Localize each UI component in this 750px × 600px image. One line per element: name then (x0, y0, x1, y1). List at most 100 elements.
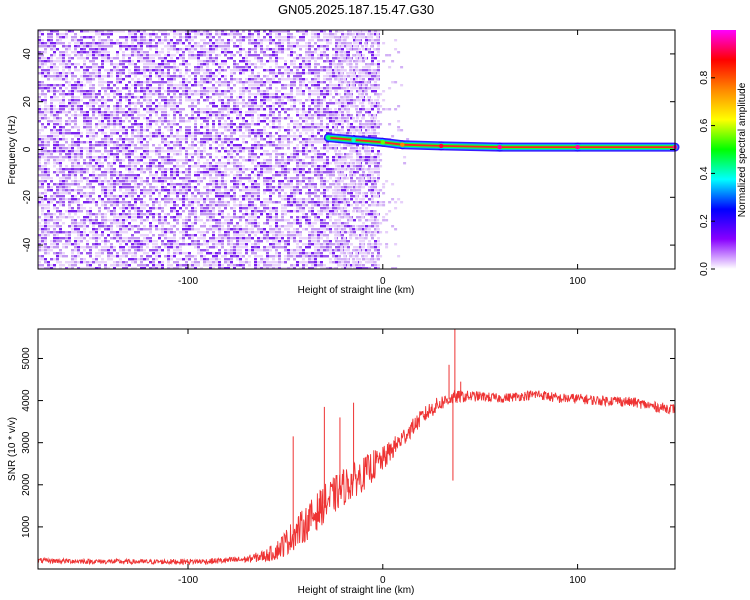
heatmap-cell (293, 63, 296, 66)
heatmap-cell (77, 102, 80, 105)
heatmap-cell (89, 87, 92, 90)
heatmap-cell (230, 261, 233, 264)
heatmap-cell (128, 210, 131, 213)
heatmap-cell (119, 126, 122, 129)
heatmap-cell (269, 42, 272, 45)
heatmap-cell (209, 75, 212, 78)
heatmap-cell (239, 144, 242, 147)
heatmap-cell (116, 117, 119, 120)
heatmap-cell (59, 168, 62, 171)
heatmap-cell (92, 90, 95, 93)
heatmap-cell (104, 156, 107, 159)
heatmap-cell (203, 201, 206, 204)
heatmap-cell (209, 33, 212, 36)
heatmap-cell (140, 246, 143, 249)
heatmap-cell (68, 99, 71, 102)
heatmap-cell (146, 234, 149, 237)
heatmap-cell (89, 102, 92, 105)
heatmap-cell (86, 225, 89, 228)
heatmap-cell (218, 222, 221, 225)
heatmap-cell (131, 195, 134, 198)
heatmap-cell (143, 36, 146, 39)
heatmap-cell (140, 135, 143, 138)
heatmap-cell (239, 204, 242, 207)
heatmap-cell (218, 81, 221, 84)
heatmap-cell (266, 39, 269, 42)
heatmap-cell (101, 141, 104, 144)
heatmap-cell (221, 51, 224, 54)
heatmap-cell (59, 138, 62, 141)
heatmap-cell (281, 144, 284, 147)
heatmap-cell (83, 201, 86, 204)
heatmap-cell (146, 216, 149, 219)
heatmap-cell (80, 231, 83, 234)
heatmap-cell (290, 195, 293, 198)
heatmap-cell (41, 84, 44, 87)
heatmap-cell (167, 39, 170, 42)
heatmap-cell (125, 114, 128, 117)
heatmap-cell (179, 243, 182, 246)
heatmap-cell (86, 66, 89, 69)
heatmap-cell (278, 162, 281, 165)
heatmap-cell (281, 180, 284, 183)
heatmap-cell (107, 258, 110, 261)
heatmap-cell (65, 231, 68, 234)
heatmap-cell (176, 264, 179, 267)
heatmap-cell (173, 63, 176, 66)
heatmap-cell (212, 87, 215, 90)
heatmap-cell (200, 30, 203, 33)
heatmap-cell (275, 201, 278, 204)
heatmap-cell (299, 87, 302, 90)
heatmap-cell (278, 195, 281, 198)
heatmap-cell (50, 99, 53, 102)
heatmap-cell (236, 228, 239, 231)
heatmap-cell (125, 144, 128, 147)
heatmap-cell (200, 198, 203, 201)
heatmap-cell (281, 234, 284, 237)
heatmap-cell (107, 150, 110, 153)
heatmap-cell (245, 51, 248, 54)
heatmap-cell (128, 216, 131, 219)
heatmap-cell (152, 39, 155, 42)
heatmap-cell (272, 237, 275, 240)
heatmap-cell (155, 165, 158, 168)
heatmap-cell (263, 267, 266, 270)
heatmap-cell (44, 147, 47, 150)
heatmap-cell (233, 42, 236, 45)
heatmap-cell (83, 207, 86, 210)
heatmap-cell (218, 174, 221, 177)
heatmap-cell (59, 150, 62, 153)
heatmap-cell (110, 165, 113, 168)
heatmap-cell (293, 219, 296, 222)
heatmap-cell (95, 237, 98, 240)
heatmap-cell (212, 183, 215, 186)
heatmap-cell (164, 81, 167, 84)
heatmap-cell (116, 123, 119, 126)
heatmap-cell (215, 135, 218, 138)
heatmap-cell (122, 222, 125, 225)
heatmap-cell (104, 60, 107, 63)
heatmap-cell (230, 30, 233, 33)
heatmap-cell (56, 252, 59, 255)
heatmap-cell (158, 42, 161, 45)
heatmap-cell (53, 219, 56, 222)
heatmap-cell (176, 48, 179, 51)
heatmap-cell (266, 264, 269, 267)
heatmap-cell (287, 201, 290, 204)
heatmap-cell (92, 93, 95, 96)
heatmap-cell (44, 174, 47, 177)
heatmap-cell (74, 180, 77, 183)
heatmap-cell (68, 147, 71, 150)
heatmap-cell (89, 210, 92, 213)
heatmap-cell (113, 162, 116, 165)
heatmap-cell (158, 36, 161, 39)
heatmap-cell (89, 132, 92, 135)
heatmap-cell (38, 165, 41, 168)
heatmap-cell (275, 99, 278, 102)
heatmap-cell (83, 234, 86, 237)
heatmap-cell (278, 264, 281, 267)
heatmap-cell (56, 123, 59, 126)
heatmap-cell (137, 84, 140, 87)
heatmap-cell (239, 177, 242, 180)
heatmap-cell (209, 252, 212, 255)
